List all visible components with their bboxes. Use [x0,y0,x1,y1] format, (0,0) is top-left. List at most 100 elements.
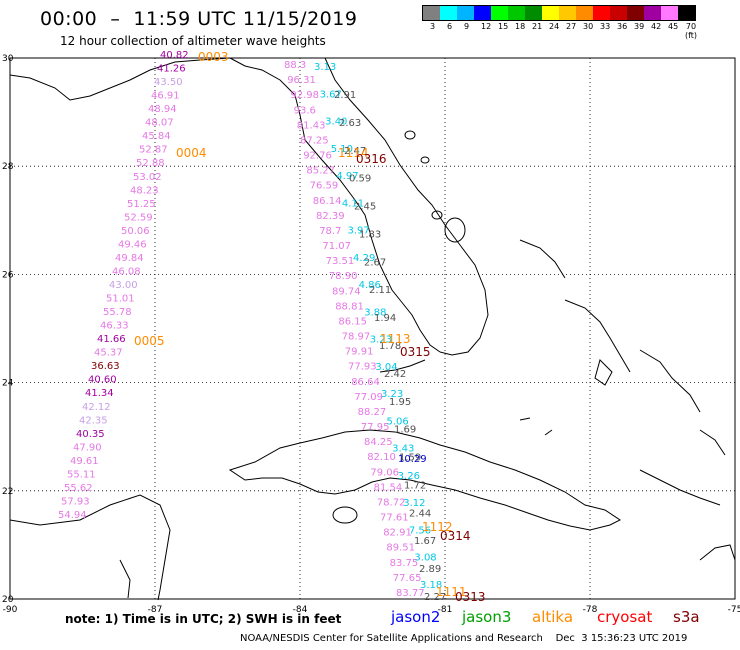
wave-height-label: 79.91 [345,347,374,358]
wave-height-label: 71.07 [322,241,351,252]
wave-height-label: 3.04 [375,362,397,373]
wave-height-label: 78.72 [377,497,406,508]
wave-height-label: 2.44 [409,508,431,519]
legend-label: 42 [651,22,662,31]
satellite-altika: altika [532,608,574,626]
credit-line: NOAA/NESDIS Center for Satellite Applica… [240,633,688,644]
wave-height-label: 45.37 [94,348,123,359]
wave-height-label: 84.25 [364,437,393,448]
wave-height-label: 2.67 [364,257,386,268]
y-tick-label: 22 [2,487,13,497]
wave-height-label: 86.15 [338,316,367,327]
wave-height-label: 43.00 [109,280,138,291]
legend-swatch [491,6,508,20]
y-tick-label: 24 [2,379,14,389]
wave-height-label: 2.45 [354,202,376,213]
legend-swatch [576,6,593,20]
time-label: 0003 [198,50,229,64]
wave-height-label: 53.02 [133,172,162,183]
y-tick-label: 30 [2,54,14,64]
wave-height-label: 41.26 [157,64,186,75]
wave-height-label: 55.11 [67,469,96,480]
wave-height-label: 49.84 [115,253,144,264]
wave-height-label: 1.69 [394,425,416,436]
legend-label: 24 [549,22,560,31]
wave-height-label: 43.50 [154,77,183,88]
wave-height-label: 4.97 [336,171,358,182]
wave-height-label: 89.74 [332,286,361,297]
legend-label: 36 [617,22,628,31]
wave-height-label: 85.27 [306,166,335,177]
wave-height-label: 88.81 [335,301,364,312]
wave-height-label: 83.77 [396,588,425,599]
x-tick-label: -84 [293,605,308,615]
legend-swatch [610,6,627,20]
wave-height-label: 47.90 [73,442,102,453]
time-label: 1112 [422,520,453,534]
wave-height-label: 46.33 [100,321,129,332]
satellite-jason3: jason3 [462,608,512,626]
wave-height-label: 3.13 [314,62,336,73]
wave-height-label: 2.91 [334,90,356,101]
time-label: 0316 [356,152,387,166]
map-title: 00:00 – 11:59 UTC 11/15/2019 [40,8,358,30]
legend-label: 30 [583,22,594,31]
wave-height-label: 1.83 [359,229,381,240]
satellite-cryosat: cryosat [597,608,653,626]
wave-height-label: 3.12 [403,498,425,509]
legend-label: 6 [447,22,453,31]
wave-height-label: 79.06 [370,467,399,478]
x-tick-label: -75 [728,605,740,615]
legend-swatch [559,6,576,20]
wave-height-label: 3.97 [347,226,369,237]
legend-swatch [644,6,661,20]
wave-height-label: 1.95 [389,397,411,408]
legend-label: 70 (ft) [685,22,698,40]
wave-height-label: 78.90 [329,271,358,282]
wave-height-label: 76.59 [310,181,339,192]
wave-height-label: 48.94 [148,104,177,115]
wave-height-label: 78.97 [342,332,371,343]
wave-height-label: 4.86 [359,280,381,291]
wave-height-label: 2.63 [339,118,361,129]
wave-height-label: 81.54 [374,482,403,493]
time-label: 0314 [440,529,471,543]
wave-height-label: 36.63 [91,361,120,372]
wave-height-label: 2.42 [384,369,406,380]
wave-height-label: 2.27 [424,592,446,603]
wave-height-label: 5.10 [331,144,353,155]
time-label: 0004 [176,146,207,160]
wave-height-label: 49.46 [118,239,147,250]
wave-height-label: 41.34 [85,388,114,399]
legend-label: 39 [634,22,645,31]
wave-height-label: 78.7 [319,226,341,237]
wave-height-label: 3.23 [370,335,392,346]
wave-height-label: 46.91 [151,91,180,102]
wave-height-label: 4.29 [353,253,375,264]
legend-label: 21 [532,22,543,31]
wave-height-label: 89.51 [386,543,415,554]
wave-height-label: 96.31 [287,75,316,86]
wave-height-label: 82.91 [383,528,412,539]
wave-height-label: 88.3 [284,60,306,71]
wave-height-label: 10.29 [398,454,427,465]
wave-height-label: 77.93 [348,362,377,373]
wave-height-label: 3.18 [420,580,442,591]
time-label: 1113 [380,332,411,346]
wave-height-label: 5.06 [387,416,409,427]
wave-height-label: 52.88 [136,158,165,169]
wave-height-label: 40.35 [76,429,105,440]
wave-height-label: 40.82 [160,50,189,61]
legend-label: 45 [668,22,679,31]
wave-height-label: 4.11 [342,198,364,209]
wave-height-label: 2.11 [369,285,391,296]
wave-height-label: 55.62 [64,483,93,494]
lat-lon-grid [9,57,736,600]
wave-height-label: 88.27 [358,407,387,418]
legend-swatch [593,6,610,20]
wave-height-label: 41.66 [97,334,126,345]
coastline [9,57,736,601]
wave-height-label: 1.94 [374,313,396,324]
legend-swatch [474,6,491,20]
wave-height-label: 55.78 [103,307,132,318]
